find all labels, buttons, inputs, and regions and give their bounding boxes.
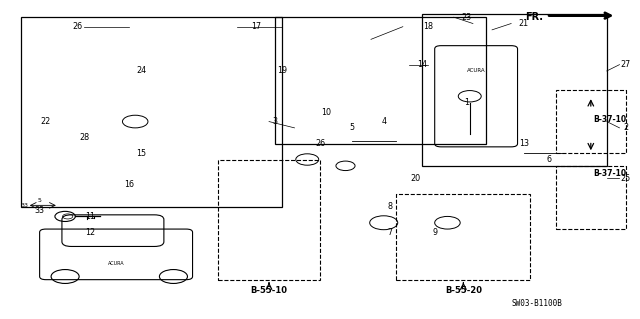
- Text: 3: 3: [273, 117, 278, 126]
- Text: 12: 12: [86, 228, 95, 237]
- Text: 28: 28: [79, 133, 90, 142]
- Text: 11: 11: [86, 212, 95, 221]
- Text: 2: 2: [623, 123, 628, 132]
- Text: ACURA: ACURA: [467, 69, 485, 73]
- Text: 18: 18: [423, 22, 433, 31]
- Text: 21: 21: [519, 19, 529, 28]
- Text: 1: 1: [464, 98, 469, 107]
- Text: 25: 25: [621, 174, 631, 183]
- Text: 20: 20: [410, 174, 420, 183]
- Text: 22: 22: [41, 117, 51, 126]
- Text: 26: 26: [73, 22, 83, 31]
- Text: B-55-20: B-55-20: [445, 286, 482, 295]
- Text: B-55-10: B-55-10: [250, 286, 287, 295]
- Text: 15: 15: [136, 149, 147, 158]
- Text: 33: 33: [35, 206, 45, 215]
- Text: 16: 16: [124, 180, 134, 189]
- Text: FR.: FR.: [525, 12, 543, 22]
- Text: 10: 10: [321, 108, 332, 116]
- Text: 4: 4: [381, 117, 386, 126]
- Text: ACURA: ACURA: [108, 261, 124, 266]
- Text: B-37-10: B-37-10: [593, 115, 627, 124]
- Text: 9: 9: [432, 228, 437, 237]
- Text: B-37-10: B-37-10: [593, 169, 627, 178]
- Text: 19: 19: [276, 66, 287, 76]
- Text: 26: 26: [315, 139, 325, 148]
- Text: 17: 17: [252, 22, 261, 31]
- Text: 6: 6: [547, 155, 552, 164]
- Text: 27: 27: [621, 60, 631, 69]
- Text: SW03-B1100B: SW03-B1100B: [511, 299, 562, 308]
- Text: 5: 5: [38, 198, 42, 203]
- Text: 14: 14: [417, 60, 427, 69]
- Text: 8: 8: [388, 203, 392, 211]
- Text: 24: 24: [136, 66, 147, 76]
- Text: 5: 5: [349, 123, 355, 132]
- Text: 33: 33: [20, 203, 29, 208]
- Text: 23: 23: [461, 13, 472, 22]
- Text: 7: 7: [388, 228, 393, 237]
- Text: 13: 13: [519, 139, 529, 148]
